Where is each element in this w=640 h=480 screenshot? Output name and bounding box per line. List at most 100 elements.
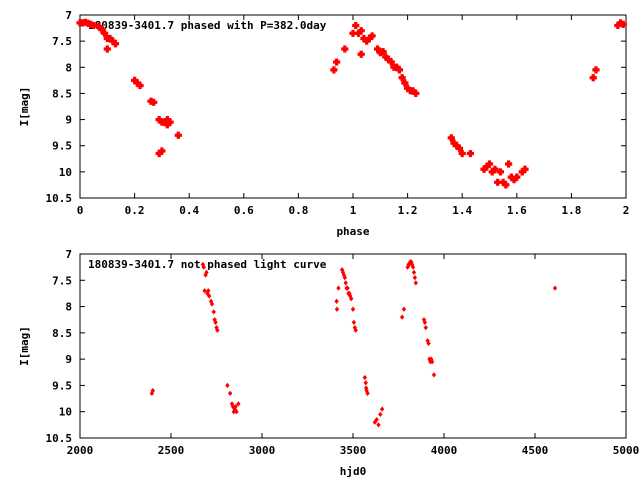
x-axis-label: phase	[336, 225, 369, 238]
y-tick-label: 8.5	[52, 87, 72, 100]
data-point	[494, 178, 502, 186]
data-point	[100, 29, 109, 37]
data-point	[411, 269, 417, 276]
data-point	[387, 58, 395, 66]
data-point	[363, 380, 368, 386]
data-point	[502, 181, 510, 189]
data-point	[518, 168, 526, 176]
data-point	[343, 280, 348, 286]
x-tick-label: 4000	[431, 444, 458, 457]
data-point	[352, 21, 360, 30]
x-tick-label: 0.2	[125, 204, 145, 217]
data-point	[163, 115, 171, 124]
data-point	[373, 45, 382, 53]
data-point	[206, 288, 211, 294]
x-tick-label: 0	[77, 204, 84, 217]
data-point	[357, 50, 365, 58]
data-point	[204, 269, 209, 276]
y-tick-label: 7.5	[52, 35, 72, 48]
data-point	[499, 178, 507, 186]
data-point	[450, 139, 458, 147]
data-point	[376, 422, 381, 428]
data-point	[362, 374, 368, 381]
data-point	[491, 165, 499, 173]
data-point	[90, 21, 98, 30]
data-point	[447, 134, 455, 142]
data-point	[333, 58, 341, 66]
data-point	[336, 285, 341, 291]
y-axis-label: I[mag]	[18, 87, 31, 127]
phased-light-curve-panel: 0 0.2 0.4 0.6 0.8 1 1.2 1.4 1.6 1.8 2 7 7.5 8 8.5 9 9.5 1…	[18, 9, 629, 238]
data-point	[150, 98, 158, 106]
data-point	[374, 416, 379, 423]
data-point	[166, 118, 174, 126]
x-tick-label: 1	[350, 204, 357, 217]
data-point	[404, 84, 412, 92]
y-tick-label: 8	[65, 301, 72, 314]
data-point	[378, 411, 383, 417]
data-point	[592, 66, 600, 74]
data-point	[513, 173, 521, 181]
y-tick-label: 10	[59, 406, 72, 419]
data-point	[399, 314, 405, 320]
data-point	[426, 340, 431, 347]
data-point	[330, 66, 338, 74]
data-point	[106, 34, 114, 43]
data-point	[334, 306, 340, 312]
x-tick-label: 1.6	[507, 204, 527, 217]
data-point	[236, 401, 241, 407]
x-tick-label: 0.6	[234, 204, 254, 217]
data-point	[412, 275, 418, 281]
data-point	[351, 319, 357, 325]
data-point	[488, 168, 496, 176]
data-point	[215, 327, 220, 333]
data-point	[103, 45, 111, 53]
data-point	[133, 79, 141, 87]
data-point	[209, 301, 215, 307]
data-point	[201, 264, 206, 270]
data-point	[227, 390, 233, 396]
data-point	[413, 280, 418, 286]
data-point	[150, 388, 155, 394]
data-point	[480, 165, 488, 173]
data-point	[207, 293, 212, 299]
data-point	[521, 165, 529, 173]
data-point	[334, 298, 339, 304]
data-point	[401, 306, 407, 312]
data-point	[483, 163, 491, 171]
data-point	[507, 173, 515, 181]
x-tick-label: 2500	[158, 444, 185, 457]
data-point	[423, 324, 428, 331]
data-point	[131, 76, 139, 84]
data-point	[510, 176, 518, 184]
data-point	[111, 40, 120, 48]
chart-title: 180839-3401.7 phased with P=382.0day	[88, 19, 327, 32]
y-tick-label: 10.5	[46, 192, 73, 205]
data-point	[398, 74, 406, 82]
data-point	[174, 131, 182, 139]
data-point	[342, 275, 348, 281]
data-point	[382, 53, 390, 61]
data-point	[363, 37, 371, 45]
data-point	[349, 29, 357, 37]
data-point	[384, 55, 393, 64]
data-point	[233, 403, 238, 410]
x-tick-label: 2	[623, 204, 630, 217]
x-tick-label: 4500	[522, 444, 549, 457]
y-tick-label: 9	[65, 114, 72, 127]
x-tick-label: 2000	[67, 444, 94, 457]
data-point	[505, 160, 513, 168]
data-point	[360, 34, 368, 43]
y-tick-label: 10.5	[46, 432, 73, 445]
plot-frame	[79, 253, 627, 439]
data-point	[350, 306, 356, 312]
chart-title: 180839-3401.7 not phased light curve	[88, 258, 327, 271]
data-point	[345, 285, 350, 291]
data-point	[202, 288, 207, 294]
data-point	[401, 79, 409, 87]
data-point	[379, 406, 385, 412]
x-axis-label: hjd0	[340, 465, 367, 478]
data-point	[614, 21, 622, 30]
y-axis-label: I[mag]	[18, 326, 31, 366]
